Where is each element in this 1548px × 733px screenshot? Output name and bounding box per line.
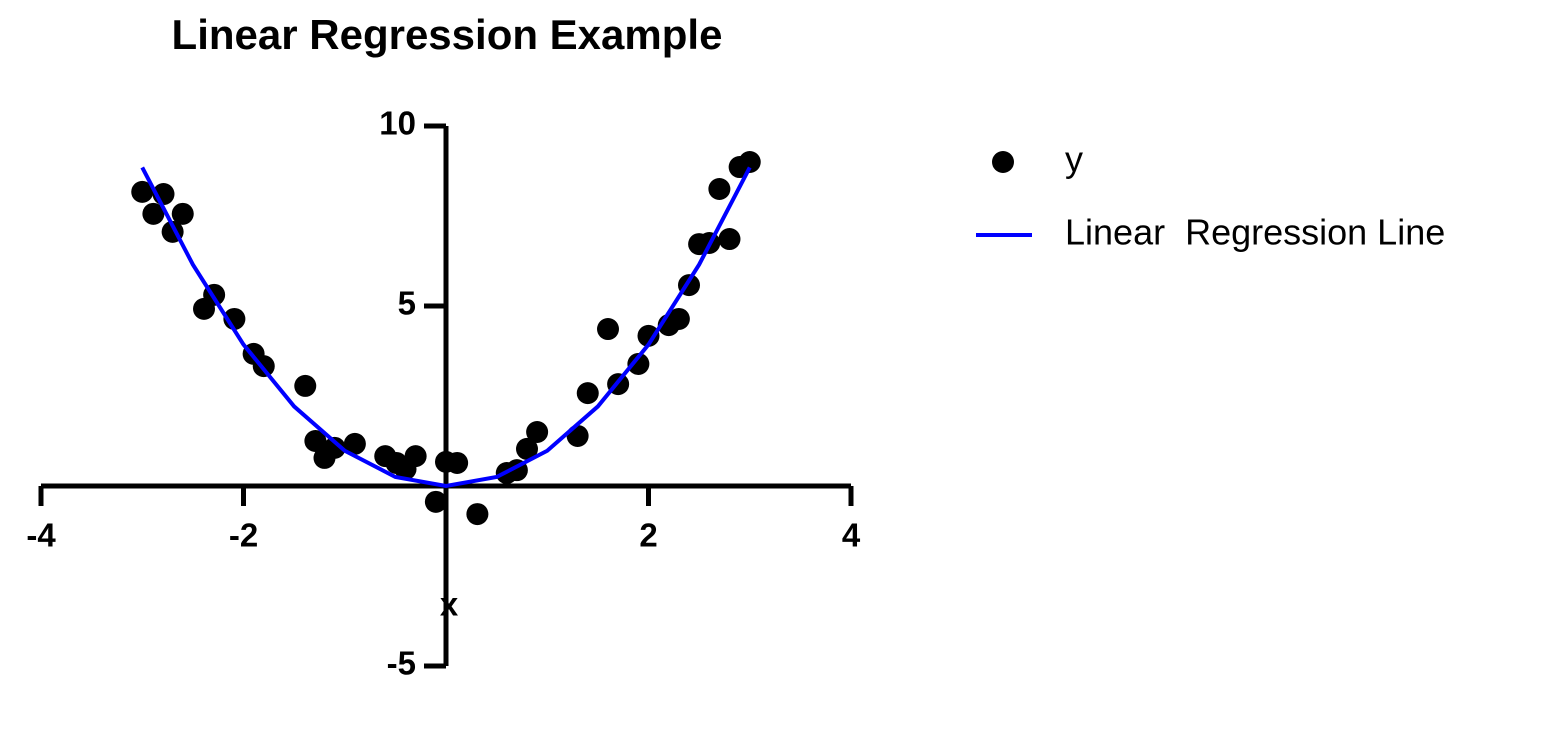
- regression-line: [140, 166, 752, 489]
- data-point: [142, 202, 165, 225]
- data-point: [516, 437, 538, 460]
- data-point: [171, 202, 194, 225]
- data-point: [294, 374, 317, 397]
- data-point: [667, 307, 690, 330]
- data-point: [576, 382, 599, 405]
- data-point: [466, 503, 489, 526]
- x-axis-label: x: [440, 586, 459, 623]
- data-point: [526, 421, 549, 443]
- legend-label: y: [1065, 139, 1083, 180]
- data-point: [637, 324, 660, 347]
- data-point: [627, 352, 650, 375]
- data-point: [424, 490, 447, 513]
- data-point: [597, 318, 619, 341]
- data-point: [404, 445, 427, 468]
- x-tick-label: 2: [639, 517, 657, 554]
- y-tick-label: -5: [387, 645, 416, 682]
- data-point: [343, 432, 366, 455]
- data-point: [304, 430, 327, 452]
- x-tick-label: -2: [229, 517, 258, 554]
- x-tick-label: 4: [842, 517, 861, 554]
- legend-label: Linear Regression Line: [1065, 212, 1445, 253]
- data-point: [718, 228, 741, 251]
- data-point: [323, 436, 346, 459]
- data-point: [446, 451, 469, 474]
- data-point: [738, 151, 761, 173]
- data-point: [131, 180, 154, 203]
- x-tick-label: -4: [26, 517, 56, 554]
- chart-title: Linear Regression Example: [172, 11, 723, 58]
- y-tick-label: 5: [398, 285, 416, 322]
- data-point: [708, 178, 731, 200]
- y-tick-label: 10: [379, 105, 416, 142]
- legend-marker: [992, 151, 1014, 173]
